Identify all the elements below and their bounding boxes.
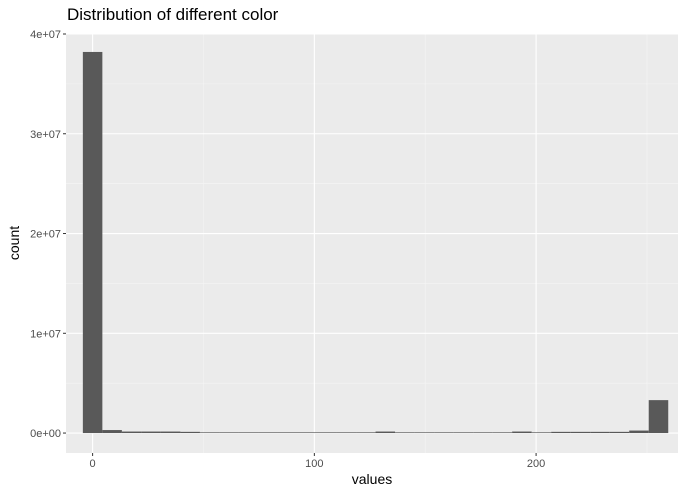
histogram-bar (199, 432, 220, 434)
bars (82, 51, 669, 434)
histogram-bar (453, 432, 474, 434)
y-tick-label: 2e+07 (30, 229, 61, 241)
y-tick-label: 3e+07 (30, 129, 61, 141)
histogram-bar (277, 432, 298, 434)
y-axis-title: count (6, 226, 22, 260)
chart-title: Distribution of different color (67, 5, 279, 24)
histogram-bar (82, 51, 103, 434)
plot-panel (66, 34, 678, 453)
histogram-bar (473, 432, 493, 434)
histogram-bar (219, 432, 239, 434)
y-tick-label: 1e+07 (30, 328, 61, 340)
histogram-bar (492, 432, 513, 434)
histogram-bar (434, 432, 454, 434)
y-tick-label: 4e+07 (30, 29, 61, 41)
histogram-bar (297, 432, 318, 434)
y-tick-label: 0e+00 (30, 428, 61, 440)
histogram-bar (414, 432, 435, 434)
x-tick-label: 0 (90, 458, 96, 470)
histogram-bar (609, 431, 630, 434)
histogram-bar (180, 431, 200, 434)
histogram-bar (102, 430, 122, 434)
histogram-bar (258, 432, 278, 434)
y-axis: 0e+00 1e+07 2e+07 3e+07 4e+07 (30, 29, 66, 440)
histogram-bar (336, 432, 357, 434)
x-tick-label: 200 (527, 458, 545, 470)
x-axis: 0 100 200 (90, 453, 545, 470)
histogram-bar (395, 432, 415, 434)
histogram-bar (551, 431, 571, 434)
histogram-bar (531, 432, 552, 434)
histogram-bar (375, 431, 396, 434)
x-axis-title: values (352, 471, 392, 487)
minor-grid (66, 34, 678, 453)
histogram-bar (648, 400, 669, 434)
histogram-bar (629, 430, 649, 434)
x-tick-label: 100 (305, 458, 323, 470)
histogram-bar (356, 432, 376, 434)
histogram-bar (141, 431, 161, 434)
histogram-bar (160, 431, 181, 434)
histogram-bar (238, 432, 259, 434)
histogram-bar (317, 432, 337, 434)
histogram-bar (512, 431, 532, 434)
histogram-bar (570, 431, 591, 434)
histogram-bar (590, 431, 610, 434)
histogram-bar (121, 431, 142, 434)
